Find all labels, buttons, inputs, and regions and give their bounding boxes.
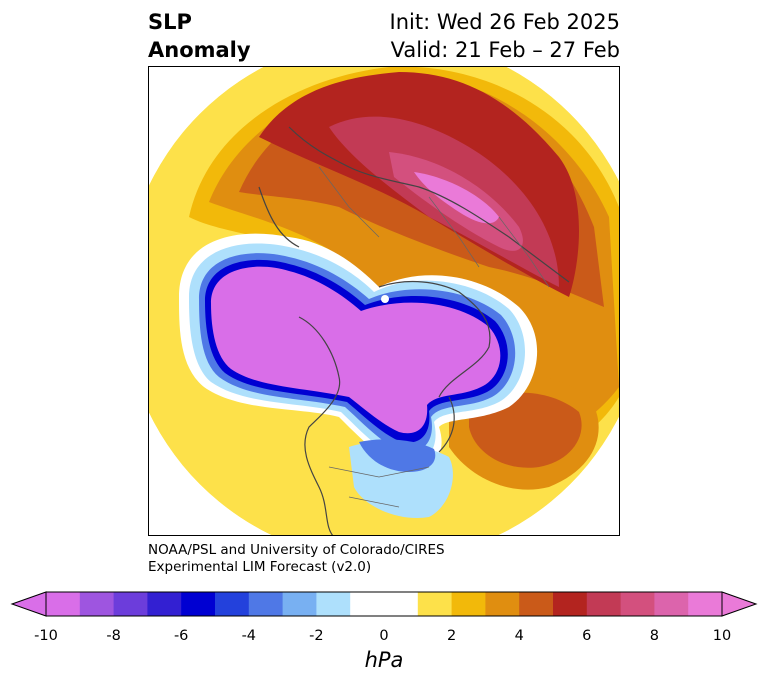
colorbar-cell <box>350 592 385 616</box>
colorbar-cell <box>79 592 115 616</box>
map-title: SLP Anomaly <box>148 8 251 64</box>
colorbar-cell <box>46 592 81 616</box>
colorbar-tick-label: -8 <box>106 628 121 644</box>
colorbar-cell <box>485 592 520 616</box>
valid-range: Valid: 21 Feb – 27 Feb <box>390 38 620 62</box>
colorbar-cell <box>248 592 284 616</box>
colorbar-cell <box>282 592 317 616</box>
colorbar-tick-label: 8 <box>649 628 659 644</box>
forecast-dates: Init: Wed 26 Feb 2025 Valid: 21 Feb – 27… <box>390 8 620 64</box>
slp-anomaly-field <box>149 67 619 535</box>
colorbar-tick-label: 10 <box>712 628 732 644</box>
colorbar-outline <box>45 591 723 617</box>
colorbar-cell <box>654 592 689 616</box>
colorbar-cell <box>553 592 588 616</box>
credit-text: NOAA/PSL and University of Colorado/CIRE… <box>148 542 445 576</box>
colorbar-cell <box>181 592 216 616</box>
colorbar-tick-label: -2 <box>309 628 324 644</box>
colorbar-tick-label: 2 <box>446 628 457 644</box>
colorbar-cell <box>519 592 554 616</box>
colorbar-cell <box>620 592 655 616</box>
colorbar-tick-label: 6 <box>582 628 592 644</box>
colorbar-cell <box>384 592 419 616</box>
colorbar-max-arrow <box>721 591 758 617</box>
title-line-2: Anomaly <box>148 38 251 62</box>
colorbar-cell <box>586 592 622 616</box>
title-line-1: SLP <box>148 10 192 34</box>
colorbar-cell <box>688 592 723 616</box>
polar-map <box>148 66 620 536</box>
credit-line-1: NOAA/PSL and University of Colorado/CIRE… <box>148 542 445 558</box>
colorbar-tick-label: 4 <box>514 628 524 644</box>
colorbar-cell <box>113 592 148 616</box>
colorbar-tick-label: -10 <box>34 628 58 644</box>
colorbar-cell <box>215 592 250 616</box>
colorbar-unit: hPa <box>364 648 404 672</box>
colorbar-cell <box>147 592 182 616</box>
colorbar-tick-label: -4 <box>241 628 257 644</box>
colorbar-tick-label: 0 <box>379 628 389 644</box>
colorbar-tick-label: -6 <box>173 628 189 644</box>
colorbar-min-arrow <box>10 591 47 617</box>
colorbar <box>10 591 758 617</box>
colorbar-cell <box>316 592 351 616</box>
colorbar-cell <box>417 592 453 616</box>
credit-line-2: Experimental LIM Forecast (v2.0) <box>148 559 372 575</box>
init-date: Init: Wed 26 Feb 2025 <box>389 10 620 34</box>
colorbar-cell <box>451 592 486 616</box>
